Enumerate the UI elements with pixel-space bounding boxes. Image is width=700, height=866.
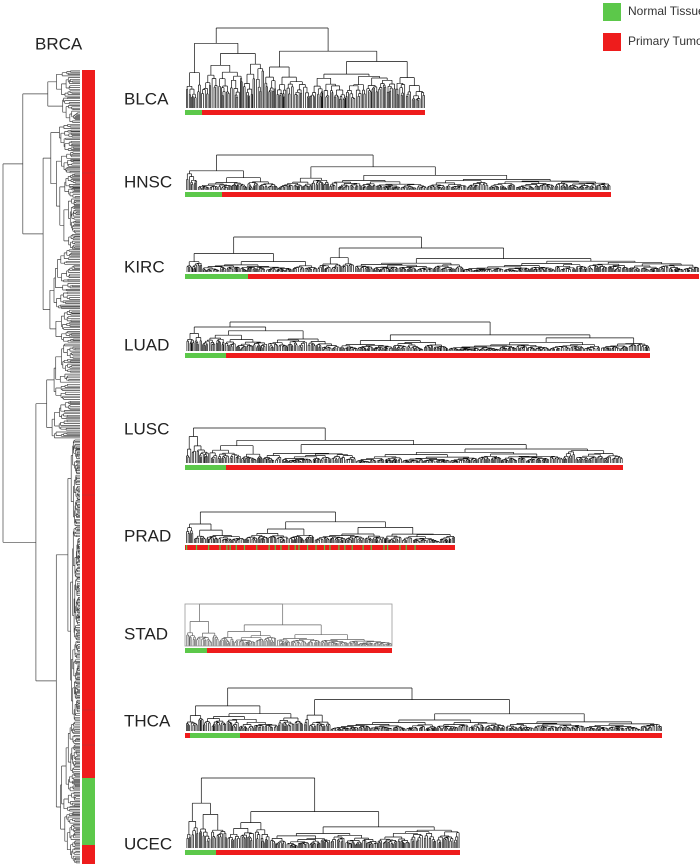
dendrogram [186, 27, 425, 108]
panel-label: LUAD [124, 335, 169, 354]
sample-bar [344, 545, 346, 550]
sample-bar [370, 545, 372, 550]
panel-label: BLCA [124, 89, 169, 108]
panel-label: LUSC [124, 419, 169, 438]
sample-bar [226, 545, 228, 550]
legend-label: Primary Tumor [628, 34, 700, 48]
panel-label: HNSC [124, 172, 172, 191]
sample-bar [195, 545, 198, 550]
panel-frame [184, 603, 393, 647]
panel-label: STAD [124, 624, 168, 643]
dendrogram [2, 70, 80, 864]
sample-bar [323, 545, 326, 550]
sample-bar [383, 545, 385, 550]
sample-bar [329, 545, 331, 550]
dendrogram [186, 321, 650, 351]
panel-label: KIRC [124, 257, 165, 276]
legend-label: Normal Tissue [628, 4, 700, 18]
legend-swatch [603, 33, 621, 51]
panel-label: PRAD [124, 526, 171, 545]
dendrogram [186, 687, 662, 731]
sample-bar [405, 545, 407, 550]
sample-bar [186, 545, 188, 550]
sample-bar [82, 70, 95, 864]
sample-bar [351, 545, 353, 550]
panel-label: BRCA [35, 34, 83, 53]
sample-bar [208, 545, 210, 550]
sample-bar [185, 545, 455, 550]
sample-bar [185, 192, 222, 197]
sample-bar [185, 274, 248, 279]
sample-bar [288, 545, 290, 550]
sample-bar [298, 545, 300, 550]
sample-bar [362, 545, 364, 550]
dendrogram [186, 777, 460, 848]
sample-bar [256, 545, 258, 550]
dendrogram [186, 154, 611, 190]
sample-bar [185, 850, 216, 855]
sample-bar [414, 545, 416, 550]
sample-bar [338, 545, 340, 550]
sample-bar [219, 545, 221, 550]
sample-bar [294, 545, 296, 550]
sample-bar [185, 465, 226, 470]
dendrogram [186, 427, 623, 463]
sample-bar [268, 545, 270, 550]
panel-label: THCA [124, 711, 171, 730]
sample-bar [306, 545, 309, 550]
sample-bar [185, 353, 226, 358]
sample-bar [315, 545, 317, 550]
dendrogram [186, 603, 392, 646]
sample-bar [185, 733, 662, 738]
sample-bar [235, 545, 237, 550]
sample-bar [185, 110, 202, 115]
panel-label: UCEC [124, 834, 172, 853]
sample-bar [82, 778, 95, 845]
sample-bar [185, 648, 207, 653]
sample-bar [274, 545, 276, 550]
dendrogram [186, 236, 700, 272]
sample-bar [229, 545, 231, 550]
sample-bar [190, 733, 240, 738]
sample-bar [185, 353, 650, 358]
sample-bar [185, 850, 460, 855]
sample-bar [387, 545, 389, 550]
sample-bar [399, 545, 401, 550]
legend-swatch [603, 3, 621, 21]
sample-bar [280, 545, 282, 550]
sample-bar [185, 110, 425, 115]
sample-bar [243, 545, 246, 550]
sample-bar [185, 274, 699, 279]
sample-bar [185, 192, 611, 197]
sample-bar [185, 465, 623, 470]
dendrogram [186, 511, 455, 543]
sample-bar [185, 648, 392, 653]
